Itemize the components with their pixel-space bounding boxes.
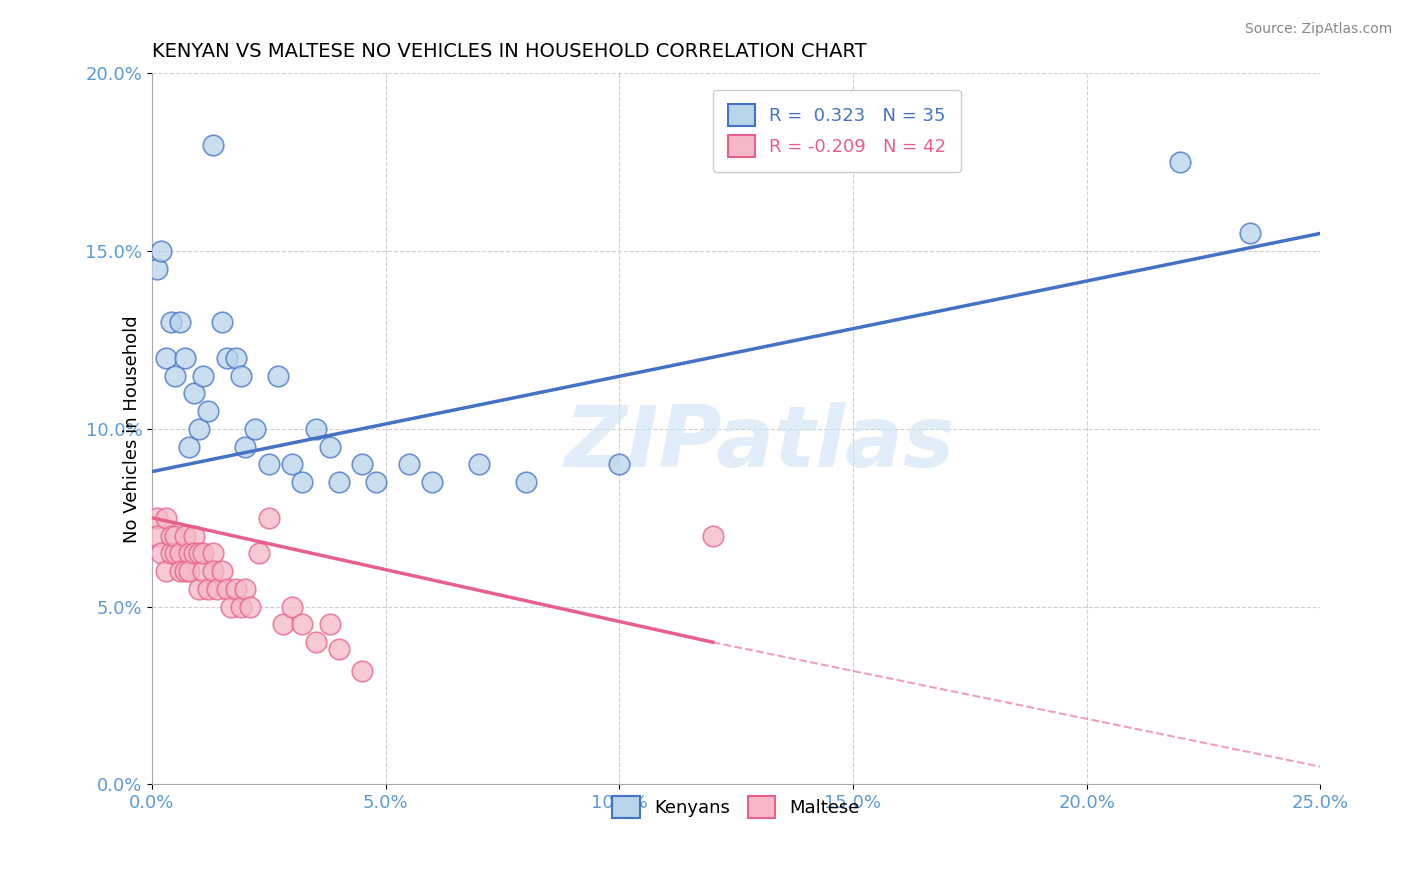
Point [229, 368, 252, 383]
Point [155, 351, 177, 365]
Point [169, 315, 191, 329]
Point [201, 137, 224, 152]
Point [179, 440, 201, 454]
Point [165, 368, 187, 383]
Text: ZIPatlas: ZIPatlas [564, 401, 955, 484]
Point [193, 564, 215, 578]
Point [187, 422, 209, 436]
Point [225, 582, 247, 596]
Point [193, 546, 215, 560]
Point [155, 510, 177, 524]
Point [173, 564, 195, 578]
Point [352, 664, 374, 678]
Point [1168, 155, 1191, 169]
Point [165, 528, 187, 542]
Point [607, 458, 630, 472]
Point [197, 582, 219, 596]
Point [1239, 227, 1261, 241]
Point [221, 599, 243, 614]
Point [145, 262, 167, 277]
Point [187, 582, 209, 596]
Point [304, 422, 326, 436]
Point [159, 528, 181, 542]
Point [207, 582, 229, 596]
Point [235, 582, 257, 596]
Point [290, 617, 312, 632]
Point [150, 244, 173, 259]
Point [398, 458, 420, 472]
Point [211, 315, 233, 329]
Point [155, 564, 177, 578]
Point [183, 386, 205, 401]
Point [193, 368, 215, 383]
Point [201, 546, 224, 560]
Legend: Kenyans, Maltese: Kenyans, Maltese [605, 789, 868, 825]
Point [515, 475, 537, 490]
Point [468, 458, 491, 472]
Point [183, 546, 205, 560]
Point [183, 528, 205, 542]
Point [267, 368, 290, 383]
Point [281, 458, 304, 472]
Point [257, 510, 280, 524]
Point [169, 564, 191, 578]
Point [318, 440, 340, 454]
Point [169, 546, 191, 560]
Point [702, 528, 724, 542]
Y-axis label: No Vehicles in Household: No Vehicles in Household [122, 315, 141, 542]
Point [366, 475, 388, 490]
Point [225, 351, 247, 365]
Point [145, 528, 167, 542]
Point [229, 599, 252, 614]
Point [352, 458, 374, 472]
Point [318, 617, 340, 632]
Point [243, 422, 266, 436]
Point [211, 564, 233, 578]
Point [328, 475, 350, 490]
Point [257, 458, 280, 472]
Text: KENYAN VS MALTESE NO VEHICLES IN HOUSEHOLD CORRELATION CHART: KENYAN VS MALTESE NO VEHICLES IN HOUSEHO… [152, 42, 866, 61]
Point [159, 546, 181, 560]
Point [235, 440, 257, 454]
Point [290, 475, 312, 490]
Point [150, 546, 173, 560]
Point [179, 546, 201, 560]
Point [201, 564, 224, 578]
Point [159, 315, 181, 329]
Point [215, 351, 238, 365]
Point [215, 582, 238, 596]
Point [145, 510, 167, 524]
Point [239, 599, 262, 614]
Point [179, 564, 201, 578]
Point [249, 546, 271, 560]
Point [304, 635, 326, 649]
Point [187, 546, 209, 560]
Point [173, 528, 195, 542]
Point [422, 475, 444, 490]
Point [173, 351, 195, 365]
Point [271, 617, 294, 632]
Point [281, 599, 304, 614]
Point [197, 404, 219, 418]
Text: Source: ZipAtlas.com: Source: ZipAtlas.com [1244, 22, 1392, 37]
Point [165, 546, 187, 560]
Point [328, 642, 350, 657]
